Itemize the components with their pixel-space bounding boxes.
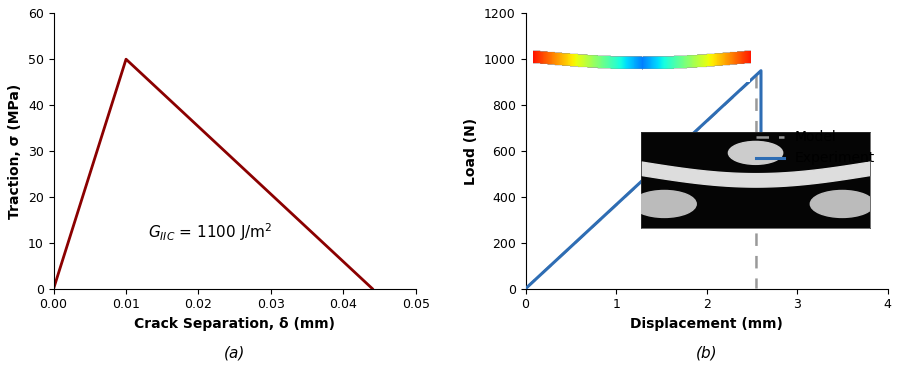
Text: (a): (a) [224,346,246,360]
Text: $G_{IIC}$ = 1100 J/m$^2$: $G_{IIC}$ = 1100 J/m$^2$ [148,221,272,243]
X-axis label: Displacement (mm): Displacement (mm) [630,317,783,331]
Text: (b): (b) [696,346,717,360]
Legend: Model, Experiment: Model, Experiment [751,125,881,171]
Y-axis label: Load (N): Load (N) [464,117,479,185]
Y-axis label: Traction, σ (MPa): Traction, σ (MPa) [8,83,22,219]
X-axis label: Crack Separation, δ (mm): Crack Separation, δ (mm) [134,317,335,331]
